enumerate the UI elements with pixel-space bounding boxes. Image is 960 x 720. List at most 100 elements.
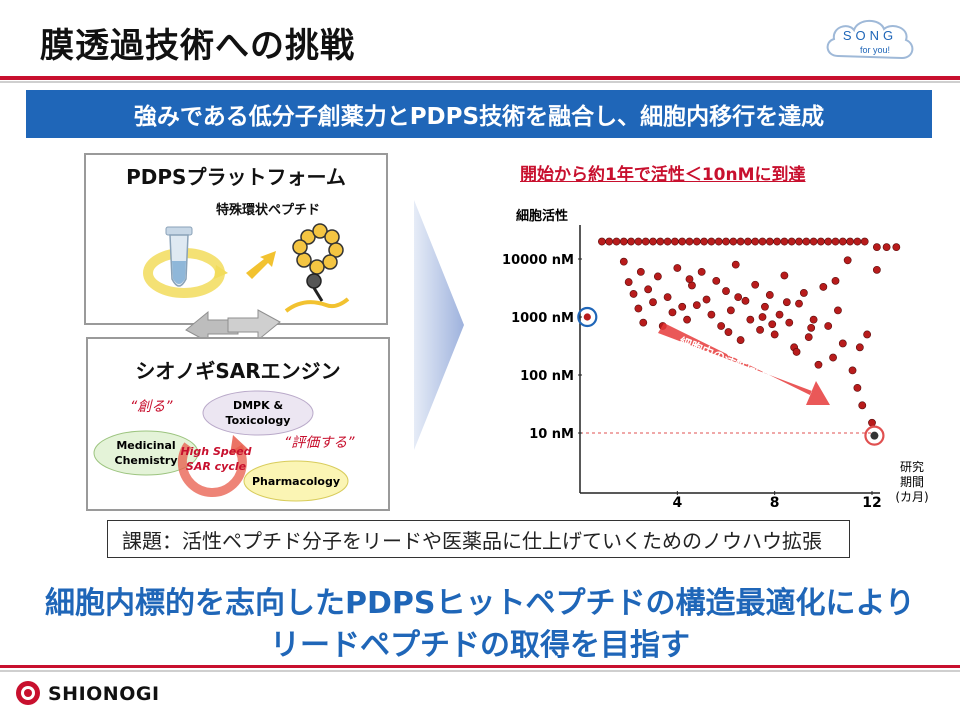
data-point <box>853 383 862 392</box>
data-point <box>785 318 794 327</box>
y-tick-label: 10 nM <box>529 427 574 442</box>
data-point <box>829 353 837 362</box>
data-point <box>855 343 864 352</box>
data-point-cap <box>612 237 621 246</box>
data-point-cap <box>892 243 901 252</box>
data-point-cap <box>831 237 840 246</box>
logo-line1: SONG <box>843 28 897 43</box>
dmpk-text-2: Toxicology <box>226 414 291 427</box>
y-tick-label: 10000 nM <box>502 253 574 268</box>
conclusion-line-1: 細胞内標的を志向したPDPSヒットペプチドの構造最適化により <box>45 586 915 621</box>
data-point-cap <box>846 237 854 246</box>
sar-engine-panel: シオノギSARエンジン “創る” “評価する” DMPK & Toxicolog… <box>86 337 390 511</box>
data-point <box>770 330 779 339</box>
pharmacology-bubble <box>243 460 349 502</box>
test-tube-icon <box>165 226 193 287</box>
data-point-cap <box>736 237 745 246</box>
progress-arrow-icon <box>414 200 464 450</box>
data-point <box>782 298 791 307</box>
data-point-cap <box>722 237 730 246</box>
summary-banner: 強みである低分子創薬力とPDPS技術を融合し、細胞内移行を達成 <box>26 90 932 138</box>
data-point <box>765 291 774 299</box>
data-point <box>692 301 701 310</box>
data-point <box>831 276 840 285</box>
song-logo: SONG for you! <box>820 12 920 70</box>
data-point <box>683 315 691 324</box>
data-point <box>673 264 682 272</box>
data-point <box>702 295 711 304</box>
data-point <box>768 320 777 329</box>
data-point-cap <box>627 237 636 246</box>
task-box: 課題：活性ペプチド分子をリードや医薬品に仕上げていくためのノウハウ拡張 <box>107 520 850 558</box>
company-name: SHIONOGI <box>48 683 160 705</box>
data-point-cap <box>773 237 781 246</box>
data-point <box>734 293 743 302</box>
data-point <box>868 418 876 427</box>
data-point <box>858 401 867 410</box>
evaluate-label: “評価する” <box>284 435 355 451</box>
data-point <box>792 348 801 356</box>
data-point <box>712 276 721 285</box>
cycle-arrow-icon <box>143 248 228 298</box>
data-point <box>697 267 706 276</box>
data-point <box>644 285 653 294</box>
data-point <box>685 275 694 284</box>
data-point-cap <box>860 237 869 246</box>
data-point <box>795 299 803 308</box>
data-point <box>824 322 833 330</box>
best-hit-point <box>870 431 879 440</box>
data-point <box>668 308 677 317</box>
peptide-label: 特殊環状ペプチド <box>216 203 321 218</box>
data-point <box>819 283 828 291</box>
conclusion-line-2: リードペプチドの取得を目指す <box>270 628 690 663</box>
best-hit-highlight <box>864 425 885 446</box>
red-cycle-arrow-icon <box>177 435 248 498</box>
data-point <box>751 280 760 289</box>
data-point-cap <box>619 237 628 246</box>
title-rule-shadow <box>0 81 960 83</box>
data-point-cap <box>663 237 672 246</box>
cloud-icon: SONG for you! <box>826 19 914 60</box>
dmpk-bubble <box>202 390 314 436</box>
data-point-cap <box>743 237 752 246</box>
footer-rule <box>0 665 960 668</box>
data-point <box>678 302 687 311</box>
cycle-label-2: SAR cycle <box>186 460 247 473</box>
chart-headline: 開始から約1年で活性＜10nMに到達 <box>520 165 806 185</box>
data-point <box>736 336 745 344</box>
xlabel-line-2: 期間 <box>900 475 924 489</box>
data-point <box>741 296 750 305</box>
xlabel-line-1: 研究 <box>900 459 924 474</box>
data-point-cap <box>853 237 862 246</box>
data-point-cap <box>882 243 891 252</box>
data-point-cap <box>802 237 811 246</box>
data-point <box>799 289 808 297</box>
data-point <box>653 272 662 281</box>
data-point-cap <box>838 237 847 246</box>
dmpk-text-1: DMPK & <box>233 399 283 412</box>
data-point <box>722 287 730 295</box>
data-point-cap <box>780 237 789 246</box>
data-point-cap <box>729 237 738 246</box>
sar-panel-title: シオノギSARエンジン <box>135 359 341 383</box>
data-point <box>838 339 847 348</box>
data-point <box>724 328 733 336</box>
cyclic-peptide-icon <box>284 223 350 313</box>
data-point <box>634 304 643 313</box>
medchem-bubble <box>93 430 199 476</box>
pdps-panel-title: PDPSプラットフォーム <box>126 165 346 189</box>
footer-rule-shadow <box>0 670 960 672</box>
data-point <box>639 318 648 327</box>
data-point-cap <box>605 237 614 246</box>
first-hit-point <box>583 313 591 321</box>
data-point <box>814 360 823 369</box>
data-point-cap <box>787 237 796 246</box>
data-point <box>707 310 716 319</box>
arrow-icon <box>246 251 276 279</box>
x-tick-label: 4 <box>672 495 682 511</box>
data-point <box>809 315 818 324</box>
logo-line2: for you! <box>860 45 890 55</box>
data-point-cap <box>714 237 723 246</box>
data-point-cap <box>656 237 665 246</box>
data-point <box>619 257 628 266</box>
